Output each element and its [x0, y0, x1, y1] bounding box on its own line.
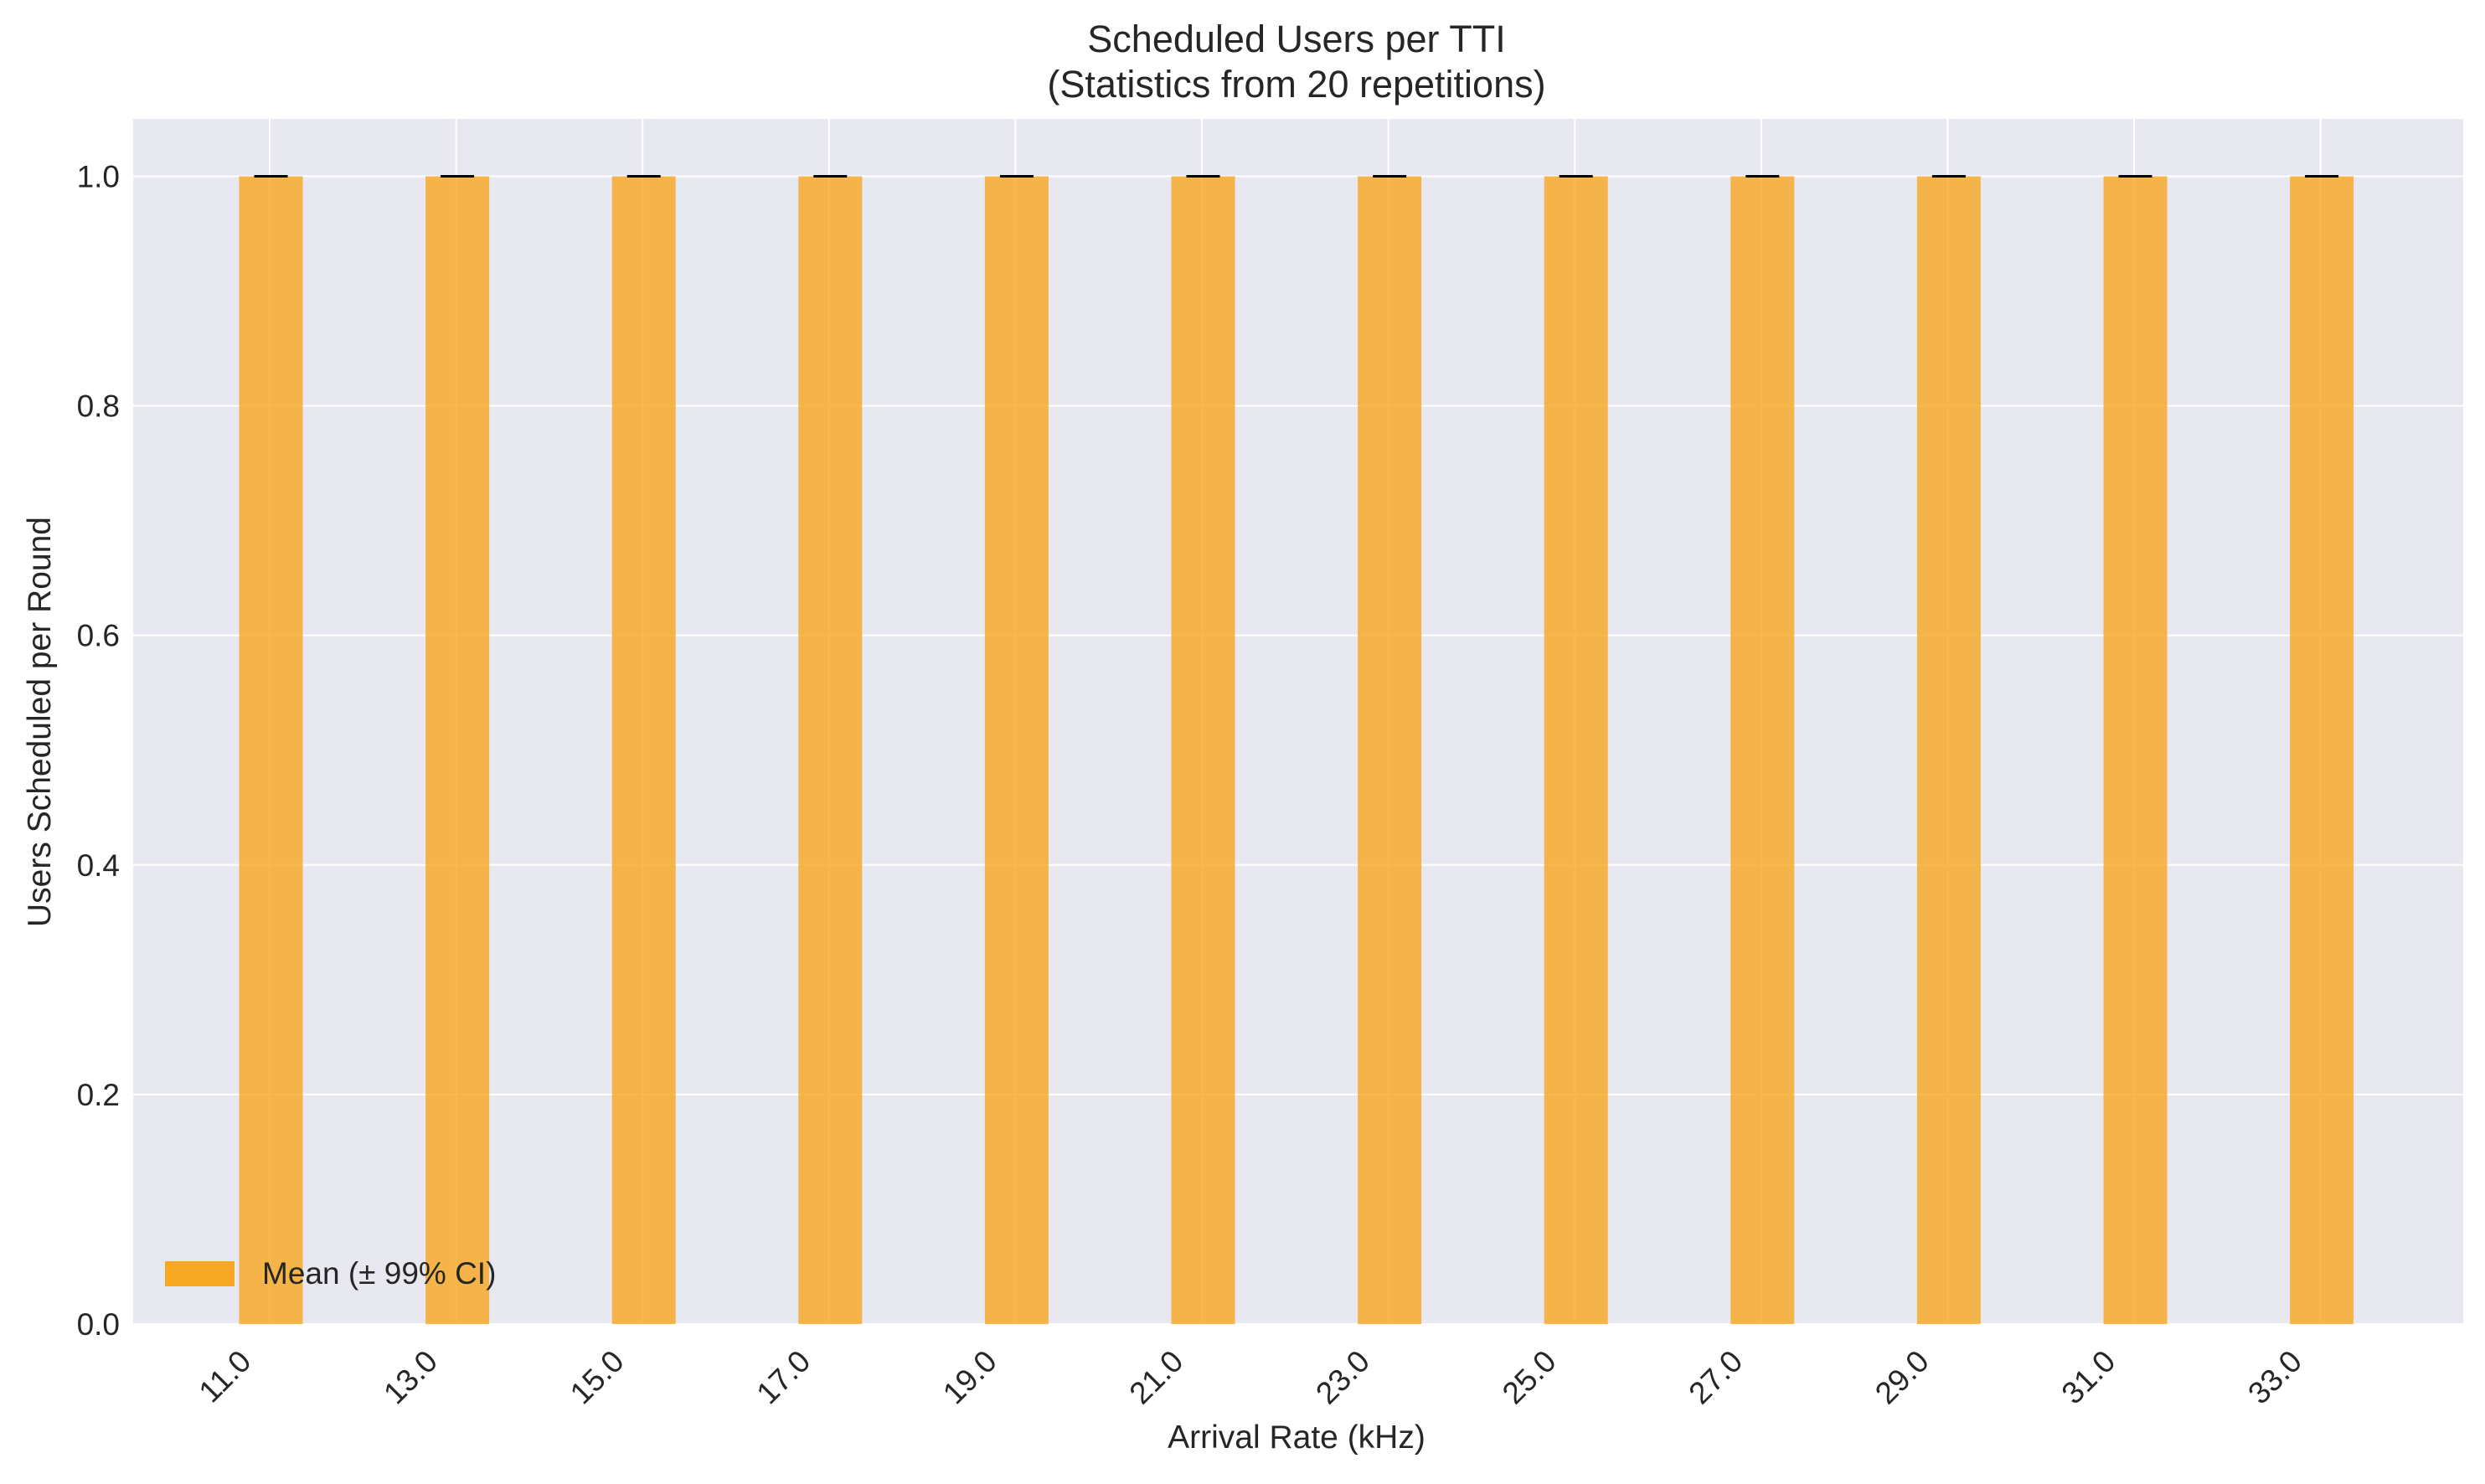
chart-subtitle: (Statistics from 20 repetitions): [1047, 63, 1545, 106]
y-tick-label: 0.4: [77, 848, 120, 883]
y-tick-labels: 0.0 0.2 0.4 0.6 0.8 1.0: [77, 160, 120, 1342]
x-tick-labels: 11.0 13.0 15.0 17.0 19.0 21.0 23.0 25.0 27.0 29.0…: [193, 1344, 2309, 1411]
bar-23.0: [1358, 176, 1422, 1324]
legend-label: Mean (± 99% CI): [262, 1256, 496, 1291]
bar-15.0: [611, 176, 676, 1324]
x-tick-label: 29.0: [1869, 1344, 1936, 1411]
bar-27.0: [1730, 176, 1795, 1324]
y-tick-label: 0.0: [77, 1307, 120, 1342]
bar-25.0: [1544, 176, 1608, 1324]
x-tick-label: 19.0: [936, 1344, 1003, 1411]
x-tick-label: 27.0: [1682, 1344, 1749, 1411]
x-tick-label: 17.0: [750, 1344, 817, 1411]
x-tick-label: 31.0: [2055, 1344, 2122, 1411]
plot-area: [133, 119, 2463, 1324]
bar-19.0: [984, 176, 1049, 1324]
bar-31.0: [2103, 176, 2168, 1324]
chart-title: Scheduled Users per TTI: [1087, 18, 1505, 60]
y-tick-label: 1.0: [77, 160, 120, 194]
x-tick-label: 13.0: [377, 1344, 444, 1411]
legend: Mean (± 99% CI): [165, 1256, 496, 1291]
bar-21.0: [1171, 176, 1235, 1324]
bar-29.0: [1916, 176, 1981, 1324]
bar-33.0: [2290, 176, 2354, 1324]
y-tick-label: 0.6: [77, 619, 120, 653]
x-axis-label: Arrival Rate (kHz): [1168, 1420, 1426, 1456]
bars: [239, 176, 2354, 1324]
x-tick-label: 11.0: [193, 1344, 258, 1409]
y-tick-label: 0.2: [77, 1078, 120, 1112]
bar-17.0: [798, 176, 863, 1324]
x-tick-label: 15.0: [564, 1344, 631, 1411]
y-tick-label: 0.8: [77, 389, 120, 424]
x-tick-label: 25.0: [1496, 1344, 1563, 1411]
legend-swatch: [165, 1261, 235, 1286]
x-tick-label: 23.0: [1309, 1344, 1376, 1411]
bar-11.0: [239, 176, 303, 1324]
x-tick-label: 21.0: [1123, 1344, 1190, 1411]
bar-13.0: [425, 176, 490, 1324]
x-tick-label: 33.0: [2241, 1344, 2308, 1411]
y-axis-label: Users Scheduled per Round: [22, 517, 58, 927]
